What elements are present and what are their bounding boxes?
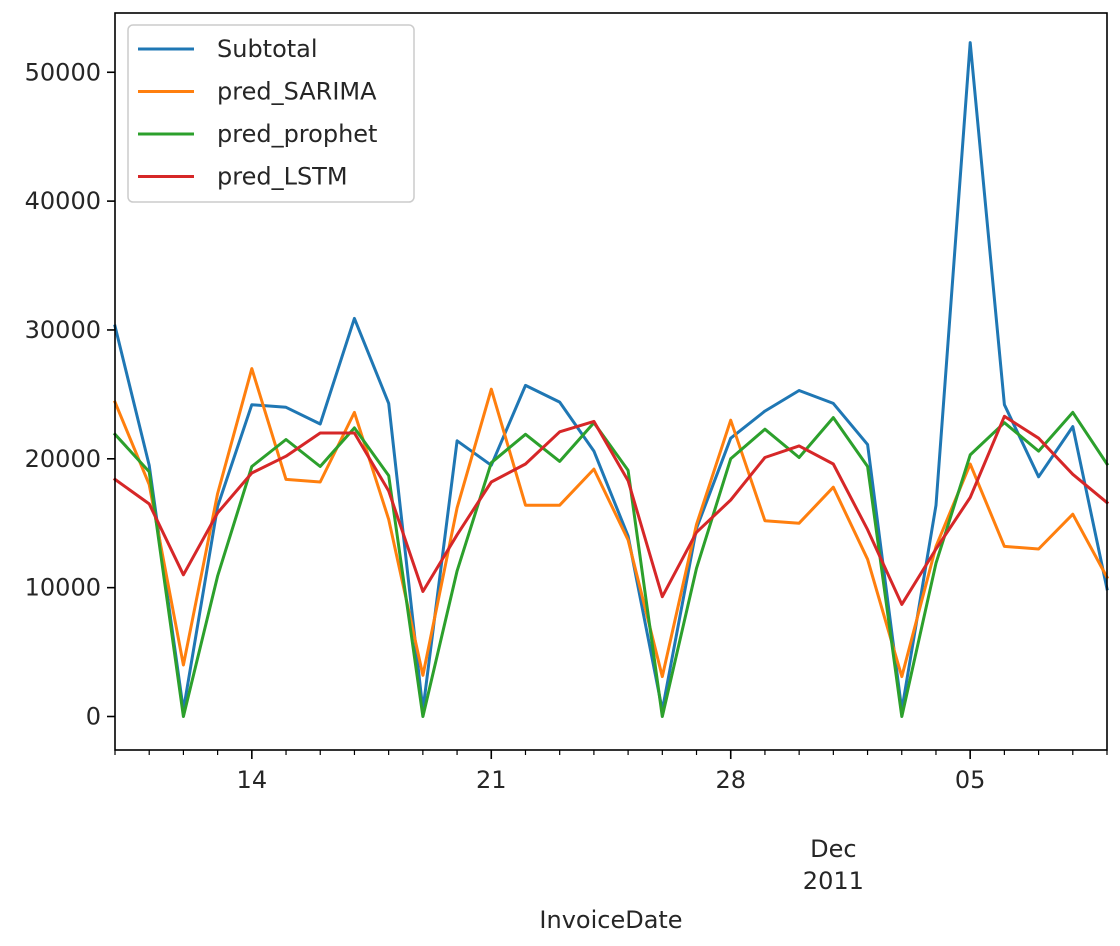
series-line-pred-prophet	[112, 410, 1110, 718]
y-tick-label: 50000	[25, 58, 101, 86]
legend-label: pred_prophet	[217, 120, 377, 148]
series-line-subtotal	[113, 41, 1109, 712]
series-line-pred-lstm	[112, 414, 1110, 606]
y-tick-label: 40000	[25, 187, 101, 215]
y-tick-label: 10000	[25, 574, 101, 602]
series-layer	[112, 41, 1110, 718]
x-tick-label: 28	[715, 766, 746, 794]
x-secondary-label: Dec	[810, 835, 856, 863]
legend-box	[127, 24, 415, 203]
y-tick-label: 30000	[25, 316, 101, 344]
x-axis: 14 21 28 05 Dec 2011	[114, 750, 1108, 895]
x-secondary-label: 2011	[803, 867, 864, 895]
plot-frame	[114, 12, 1108, 751]
y-tick-label: 20000	[25, 445, 101, 473]
legend-label: pred_SARIMA	[217, 78, 377, 106]
x-tick-label: 14	[237, 766, 268, 794]
legend-label: pred_LSTM	[217, 163, 348, 191]
x-tick-label: 05	[955, 766, 986, 794]
series-line-pred-sarima	[113, 367, 1110, 679]
legend: Subtotal pred_SARIMA pred_prophet pred_LSTM	[127, 24, 415, 203]
legend-label: Subtotal	[217, 35, 318, 63]
x-axis-title: InvoiceDate	[539, 906, 682, 934]
x-tick-label: 21	[476, 766, 507, 794]
y-tick-label: 0	[86, 703, 101, 731]
y-axis: 0 10000 20000 30000 40000 50000	[25, 58, 115, 731]
